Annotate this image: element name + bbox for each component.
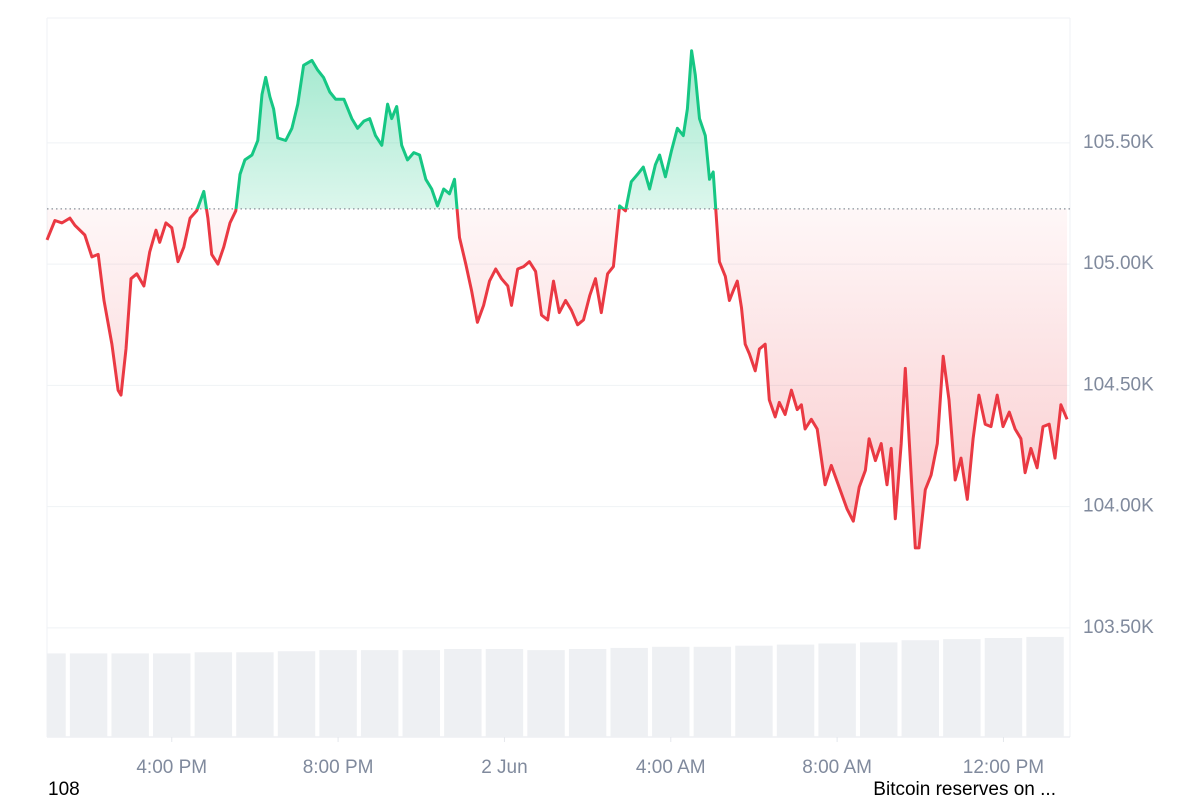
volume-bar bbox=[652, 646, 690, 737]
y-tick-label: 105.00K bbox=[1083, 253, 1154, 274]
volume-bar bbox=[69, 653, 108, 737]
volume-bar bbox=[47, 653, 66, 737]
footer-left: 108 bbox=[48, 779, 80, 800]
volume-bar bbox=[818, 643, 856, 737]
y-tick-label: 104.00K bbox=[1083, 496, 1154, 517]
x-tick-label: 4:00 AM bbox=[636, 757, 706, 778]
volume-bar bbox=[1026, 636, 1064, 737]
volume-bar bbox=[444, 649, 482, 737]
volume-bar bbox=[901, 640, 940, 737]
volume-bar bbox=[111, 653, 149, 737]
volume-bar bbox=[568, 649, 607, 737]
x-tick-label: 12:00 PM bbox=[963, 757, 1044, 778]
volume-bar bbox=[319, 650, 357, 737]
x-tick-label: 8:00 PM bbox=[303, 757, 374, 778]
volume-bar bbox=[527, 650, 565, 737]
x-tick-label: 2 Jun bbox=[481, 757, 527, 778]
volume-bar bbox=[153, 653, 191, 737]
volume-layer bbox=[47, 636, 1064, 737]
plot-layer bbox=[45, 49, 1070, 550]
x-tick-label: 4:00 PM bbox=[136, 757, 207, 778]
volume-bar bbox=[735, 645, 773, 737]
y-tick-label: 105.50K bbox=[1083, 132, 1154, 153]
volume-bar bbox=[693, 646, 732, 737]
volume-bar bbox=[402, 650, 440, 737]
volume-bar bbox=[485, 649, 524, 737]
price-line bbox=[45, 49, 1069, 550]
volume-bar bbox=[859, 642, 898, 737]
volume-bar bbox=[610, 647, 648, 737]
volume-bar bbox=[360, 650, 399, 737]
volume-bar bbox=[776, 644, 815, 737]
volume-bar bbox=[943, 639, 981, 737]
volume-bar bbox=[236, 652, 274, 737]
x-tick-label: 8:00 AM bbox=[802, 757, 872, 778]
volume-bar bbox=[194, 652, 233, 737]
y-tick-label: 104.50K bbox=[1083, 374, 1154, 395]
footer-right: Bitcoin reserves on ... bbox=[873, 779, 1056, 800]
y-tick-label: 103.50K bbox=[1083, 617, 1154, 638]
volume-bar bbox=[984, 638, 1023, 737]
volume-bar bbox=[277, 651, 316, 737]
